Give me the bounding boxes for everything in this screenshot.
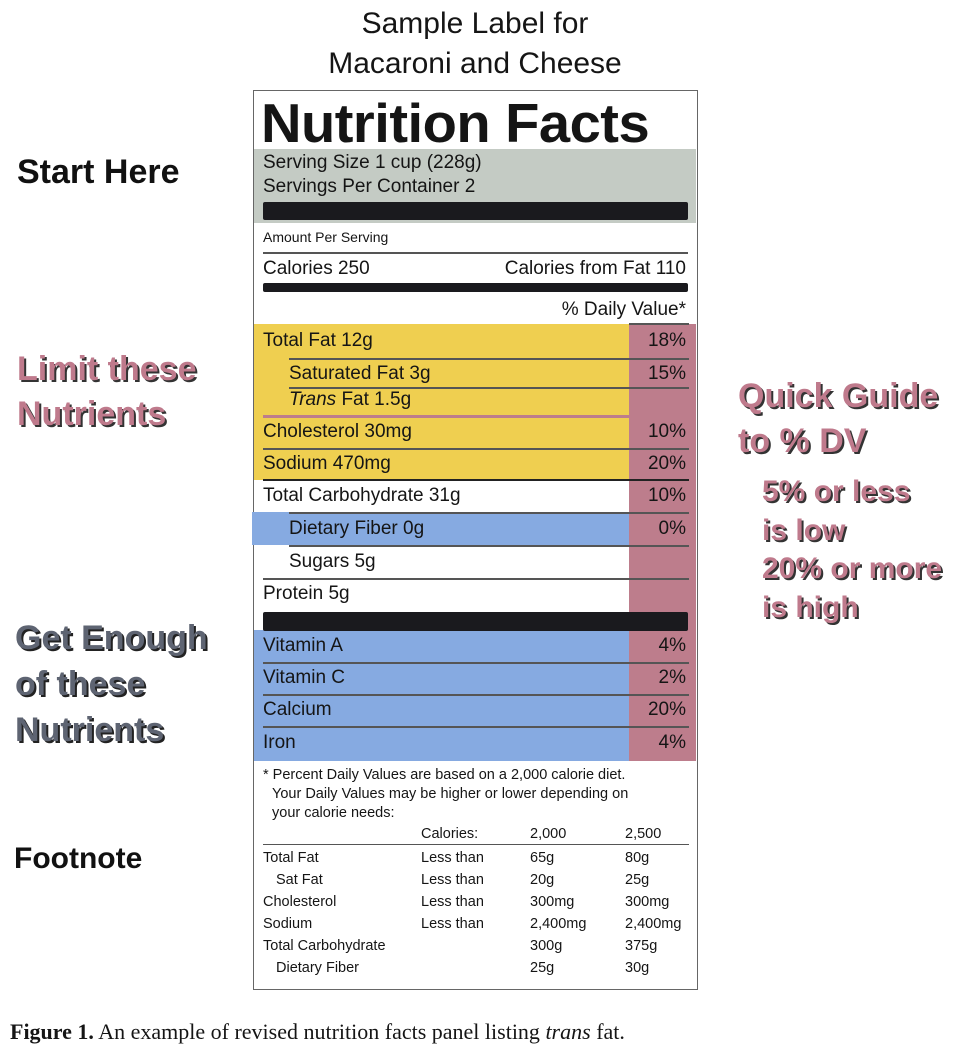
amount-per-serving: Amount Per Serving xyxy=(263,229,389,245)
figure-caption: Figure 1. An example of revised nutritio… xyxy=(10,1019,625,1044)
footnote-label: Footnote xyxy=(14,842,143,875)
footnote-cell: 375g xyxy=(625,938,658,954)
footnote-cell: 65g xyxy=(530,850,555,866)
label-title: Nutrition Facts xyxy=(261,92,650,154)
limit-highlight xyxy=(254,324,629,480)
footnote-cell: Less than xyxy=(421,872,484,888)
divider-bar xyxy=(263,202,688,220)
nutrition-facts-label: Nutrition Facts Serving Size 1 cup (228g… xyxy=(252,90,698,990)
footnote-cell: 300mg xyxy=(530,894,575,910)
footnote-cell: 300mg xyxy=(625,894,670,910)
footnote-cell: 30g xyxy=(625,960,650,976)
divider-bar xyxy=(263,612,688,631)
footnote-cell: 2,400mg xyxy=(530,916,587,932)
footnote-cell: Less than xyxy=(421,850,484,866)
footnote-cell: 300g xyxy=(530,938,563,954)
footnote-cell: 2,400mg xyxy=(625,916,682,932)
footnote-cell: Less than xyxy=(421,916,484,932)
footnote-cell: 20g xyxy=(530,872,555,888)
footnote-cell: Sat Fat xyxy=(276,872,323,888)
vitamin-highlight xyxy=(254,630,629,761)
footnote-cell: Total Fat xyxy=(263,850,319,866)
serving-info: Serving Size 1 cup (228g) Servings Per C… xyxy=(254,149,696,223)
limit-nutrients-label: Limit these Nutrients xyxy=(17,350,197,433)
fiber-highlight xyxy=(252,512,629,545)
footnote-cell: 25g xyxy=(530,960,555,976)
footnote-cell: Sodium xyxy=(263,916,313,932)
start-here-label: Start Here xyxy=(17,153,180,191)
divider-bar xyxy=(263,283,688,292)
footnote-cell: Less than xyxy=(421,894,484,910)
quick-guide-rules: 5% or less is low 20% or more is high xyxy=(762,475,943,624)
footnote-cell: 80g xyxy=(625,850,650,866)
label-heading: Sample Label for Macaroni and Cheese xyxy=(328,7,622,80)
footnote-cell: 25g xyxy=(625,872,650,888)
footnote-cell: Total Carbohydrate xyxy=(263,938,386,954)
get-enough-label: Get Enough of these Nutrients xyxy=(15,619,208,749)
footnote-cell: Cholesterol xyxy=(263,894,337,910)
footnote-cell: Dietary Fiber xyxy=(276,960,359,976)
footnote-text: * Percent Daily Values are based on a 2,… xyxy=(263,767,629,821)
quick-guide-label: Quick Guide to % DV xyxy=(738,377,939,460)
dv-column xyxy=(629,324,696,761)
